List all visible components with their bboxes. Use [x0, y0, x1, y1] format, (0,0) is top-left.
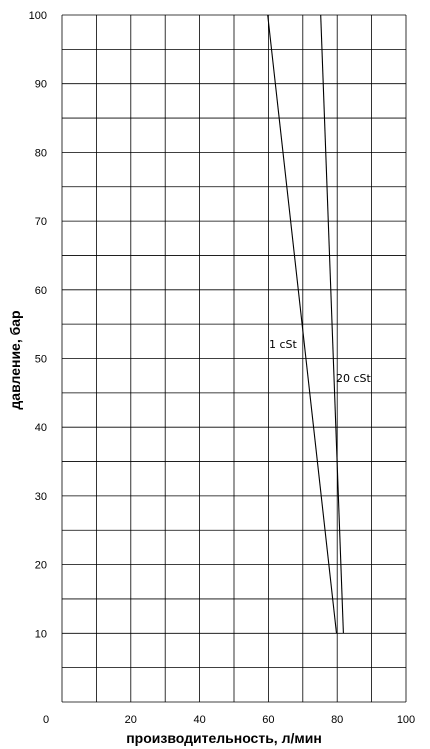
y-tick-label: 100	[29, 10, 47, 22]
x-tick-label: 60	[262, 714, 274, 726]
y-tick-label: 60	[35, 285, 47, 297]
x-tick-label: 0	[43, 714, 49, 726]
y-tick-label: 50	[35, 354, 47, 366]
y-tick-label: 80	[35, 147, 47, 159]
x-tick-label: 80	[331, 714, 343, 726]
y-tick-labels: 10 20 30 40 50 60 70 80 90 100	[29, 10, 47, 640]
series-line-1	[267, 14, 338, 634]
x-tick-label: 40	[193, 714, 205, 726]
x-tick-labels: 0 20 40 60 80 100	[43, 714, 415, 726]
y-tick-label: 40	[35, 422, 47, 434]
series-lines: 1 cSt 20 cSt	[267, 14, 372, 634]
x-axis-title: производительность, л/мин	[126, 730, 322, 746]
series-label-1: 1 cSt	[269, 338, 298, 351]
grid	[61, 14, 407, 703]
y-tick-label: 30	[35, 491, 47, 503]
x-tick-label: 100	[397, 714, 415, 726]
y-tick-label: 10	[35, 628, 47, 640]
y-axis-title: давление, бар	[7, 310, 23, 409]
series-line-2	[320, 14, 344, 634]
y-tick-label: 90	[35, 79, 47, 91]
y-tick-label: 20	[35, 560, 47, 572]
series-label-2: 20 cSt	[336, 372, 372, 385]
x-tick-label: 20	[125, 714, 137, 726]
y-tick-label: 70	[35, 216, 47, 228]
